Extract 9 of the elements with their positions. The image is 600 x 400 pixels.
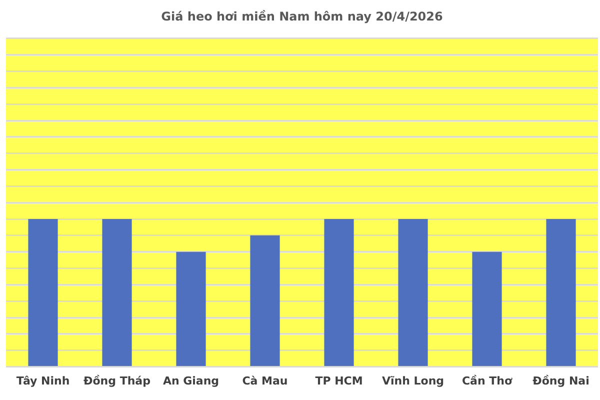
x-tick-label: An Giang xyxy=(162,374,220,388)
x-tick-label: Vĩnh Long xyxy=(382,374,444,388)
chart-title: Giá heo hơi miền Nam hôm nay 20/4/2026 xyxy=(161,9,443,24)
x-tick-label: Cần Thơ xyxy=(462,374,512,388)
x-tick-label: Đồng Nai xyxy=(532,374,590,388)
x-tick-label: TP HCM xyxy=(315,374,363,388)
x-tick-label: Cà Mau xyxy=(242,374,288,388)
x-tick-label: Tây Ninh xyxy=(16,374,70,388)
x-tick-label: Đồng Tháp xyxy=(84,374,151,388)
